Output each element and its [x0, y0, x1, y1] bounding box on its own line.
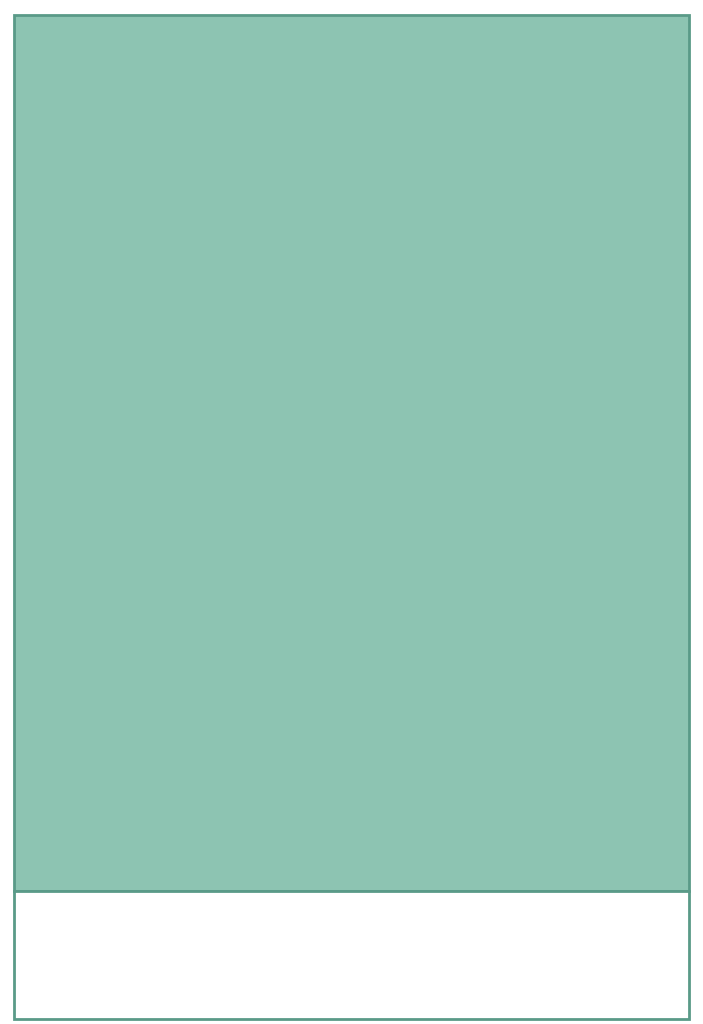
Text: No: No	[438, 394, 455, 407]
Text: No: No	[373, 187, 390, 200]
Text: Yes: Yes	[113, 394, 134, 407]
Text: Yes: Yes	[83, 187, 103, 200]
Text: Cardiac troponins positive?: Cardiac troponins positive?	[262, 353, 442, 366]
Text: Repeat cardiac troponin
measurement three to six
hours after symptom onset;
cons: Repeat cardiac troponin measurement thre…	[372, 428, 557, 516]
Text: Information from references 5 through 7.: Information from references 5 through 7.	[18, 982, 270, 995]
Text: STEMI: Admit
and manage
according to
ACC/AHA
guidelines⁶: STEMI: Admit and manage according to ACC…	[74, 220, 162, 293]
Text: NSTE-ACS: Admit and
manage according to
ACC/AHA guidelines⁵: NSTE-ACS: Admit and manage according to …	[77, 428, 219, 471]
Text: NSTE-ACS: Admit and
manage according to
ACC/AHA guidelines⁵: NSTE-ACS: Admit and manage according to …	[107, 709, 250, 752]
Text: myocardial infarction.): myocardial infarction.)	[18, 961, 176, 973]
Text: ST segment elevation?: ST segment elevation?	[276, 143, 428, 156]
Text: Positive cardiac troponin levels or
ECG changes suggesting ischemia?: Positive cardiac troponin levels or ECG …	[234, 623, 470, 651]
Text: Consider exercise treadmill
testing, a stress myocardial
perfusion study, or str: Consider exercise treadmill testing, a s…	[373, 709, 557, 767]
Text: No: No	[438, 675, 455, 688]
Text: Yes: Yes	[143, 675, 163, 688]
Text: Evaluation of Patients with Chest Pain: Evaluation of Patients with Chest Pain	[30, 20, 434, 39]
Text: Patient presents with chest pain; obtain
ECG within 10 minutes of presentation: Patient presents with chest pain; obtain…	[219, 68, 485, 96]
Text: Measure cardiac troponin levels
and perform a history, physical
examination, and: Measure cardiac troponin levels and perf…	[291, 220, 519, 263]
Text: College of Cardiology; AHA = American Heart Association; ECG = electrocardiograp: College of Cardiology; AHA = American He…	[18, 924, 614, 937]
Text: NSTE-ACS = non–ST elevation acute coronary syndrome; STEMI = ST elevation: NSTE-ACS = non–ST elevation acute corona…	[18, 942, 560, 955]
Text: Figure 1. Algorithm for the evaluation of patients with chest pain. (ACC = Ameri: Figure 1. Algorithm for the evaluation o…	[18, 906, 596, 919]
